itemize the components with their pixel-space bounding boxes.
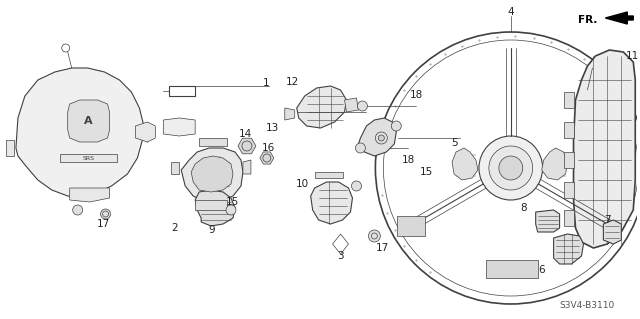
Text: A: A — [84, 116, 93, 126]
Polygon shape — [6, 140, 14, 156]
Polygon shape — [181, 148, 243, 202]
Text: 2: 2 — [171, 223, 177, 233]
Text: S3V4-B3110: S3V4-B3110 — [560, 300, 615, 309]
Polygon shape — [564, 182, 573, 198]
Text: FR.: FR. — [578, 15, 597, 25]
Polygon shape — [452, 148, 478, 180]
Polygon shape — [70, 188, 109, 202]
Polygon shape — [60, 154, 118, 162]
Text: 4: 4 — [508, 7, 514, 17]
Circle shape — [351, 181, 362, 191]
Circle shape — [226, 205, 236, 215]
Text: 18: 18 — [410, 90, 423, 100]
Polygon shape — [564, 210, 573, 226]
Polygon shape — [297, 86, 346, 128]
Text: 18: 18 — [402, 155, 415, 165]
Polygon shape — [285, 108, 295, 120]
Text: 12: 12 — [286, 77, 300, 87]
Polygon shape — [486, 260, 538, 278]
Polygon shape — [172, 162, 179, 174]
Polygon shape — [564, 122, 573, 138]
Text: 3: 3 — [337, 251, 344, 261]
Circle shape — [499, 156, 523, 180]
Text: 11: 11 — [626, 51, 639, 61]
Circle shape — [358, 101, 367, 111]
Circle shape — [489, 146, 532, 190]
Polygon shape — [358, 118, 396, 156]
Circle shape — [73, 205, 83, 215]
Text: 13: 13 — [266, 123, 280, 133]
Circle shape — [369, 230, 380, 242]
Text: 17: 17 — [376, 243, 389, 253]
Text: 17: 17 — [97, 219, 110, 229]
Polygon shape — [68, 100, 109, 142]
Polygon shape — [605, 12, 633, 24]
Text: 5: 5 — [451, 138, 458, 148]
Polygon shape — [397, 216, 425, 236]
Polygon shape — [191, 156, 233, 192]
Text: 14: 14 — [238, 129, 252, 139]
Polygon shape — [195, 200, 227, 210]
Text: 1: 1 — [262, 78, 269, 88]
Text: SRS: SRS — [83, 155, 95, 160]
Text: 15: 15 — [420, 167, 433, 177]
Text: 7: 7 — [604, 215, 611, 225]
Polygon shape — [564, 152, 573, 168]
Polygon shape — [243, 160, 251, 174]
Polygon shape — [136, 122, 156, 142]
Circle shape — [479, 136, 543, 200]
Polygon shape — [315, 172, 342, 178]
Text: 15: 15 — [225, 197, 239, 207]
Circle shape — [100, 209, 111, 219]
Polygon shape — [199, 138, 227, 146]
Polygon shape — [604, 220, 621, 244]
Text: 9: 9 — [209, 225, 216, 235]
Polygon shape — [195, 190, 235, 226]
Polygon shape — [238, 138, 256, 154]
Text: 8: 8 — [520, 203, 527, 213]
Circle shape — [391, 121, 401, 131]
Polygon shape — [260, 152, 274, 164]
Polygon shape — [541, 148, 568, 180]
Polygon shape — [163, 118, 195, 136]
Circle shape — [355, 143, 365, 153]
Polygon shape — [344, 98, 358, 112]
Polygon shape — [573, 50, 636, 248]
Text: 16: 16 — [262, 143, 275, 153]
Polygon shape — [536, 210, 559, 232]
Text: 6: 6 — [538, 265, 545, 275]
Polygon shape — [554, 234, 584, 264]
Polygon shape — [564, 92, 573, 108]
Text: 10: 10 — [296, 179, 309, 189]
Polygon shape — [310, 182, 353, 224]
Circle shape — [378, 135, 385, 141]
Polygon shape — [16, 68, 143, 198]
